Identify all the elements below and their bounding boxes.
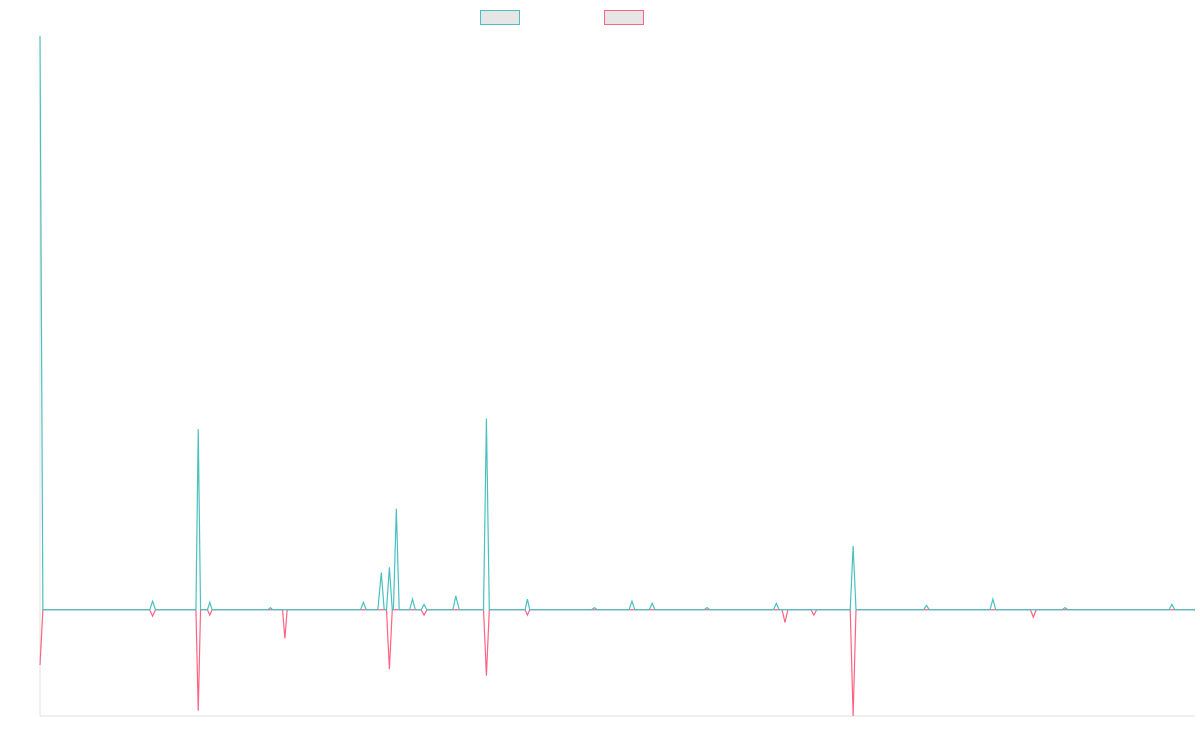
legend-swatch-series-a[interactable] bbox=[480, 10, 520, 25]
series-line-b[interactable] bbox=[39, 609, 1195, 717]
legend-swatch-series-b[interactable] bbox=[604, 10, 644, 25]
series-line-a[interactable] bbox=[39, 35, 1195, 611]
axes bbox=[39, 36, 1195, 717]
series-layer bbox=[39, 35, 1195, 717]
